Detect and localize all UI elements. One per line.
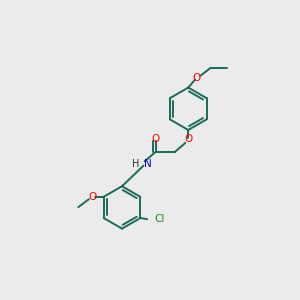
Text: O: O bbox=[152, 134, 160, 144]
Text: H: H bbox=[132, 159, 140, 169]
Text: O: O bbox=[184, 134, 192, 144]
Text: N: N bbox=[143, 159, 151, 169]
Text: O: O bbox=[192, 73, 201, 83]
Text: Cl: Cl bbox=[154, 214, 164, 224]
Text: O: O bbox=[88, 192, 97, 202]
